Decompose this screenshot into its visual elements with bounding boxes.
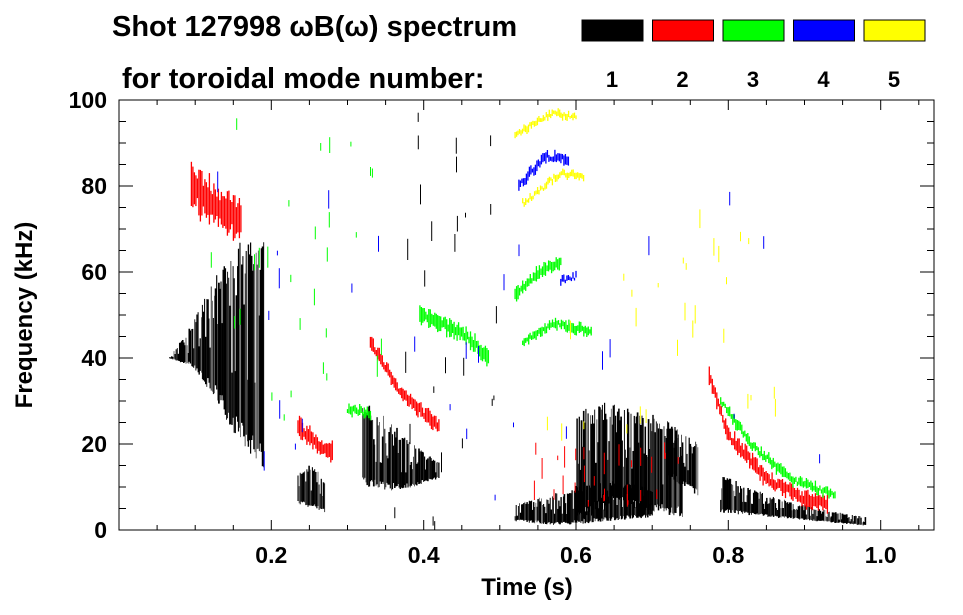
legend-swatch-2 — [652, 19, 714, 42]
series-n5-streaks-3 — [546, 209, 776, 441]
series-n1-band-1 — [169, 242, 265, 468]
series-n1-band-3 — [362, 405, 440, 491]
y-tick-label-0: 0 — [94, 517, 107, 543]
series-n3-streaks-6 — [210, 118, 382, 421]
series-n3 — [210, 118, 836, 499]
chart-title-line1: Shot 127998 ωB(ω) spectrum — [112, 11, 517, 43]
series-n4-curve-2 — [560, 270, 577, 286]
y-tick-label-100: 100 — [69, 87, 107, 113]
legend-swatch-1 — [581, 19, 644, 42]
y-tick-label-60: 60 — [81, 259, 107, 285]
legend-swatch-3 — [722, 19, 785, 42]
legend-label-5: 5 — [888, 67, 900, 92]
x-axis-label: Time (s) — [481, 574, 573, 601]
series-n1 — [169, 112, 867, 530]
series-n1-streaks-8 — [394, 112, 497, 530]
y-tick-label-80: 80 — [81, 173, 107, 199]
plot-data-layer — [169, 108, 867, 530]
legend-label-3: 3 — [747, 67, 759, 92]
legend-label-1: 1 — [606, 67, 618, 92]
series-n5-curve-2 — [522, 168, 585, 207]
series-n3-curve-1 — [419, 305, 490, 367]
series-n3-curve-5 — [720, 397, 836, 499]
x-tick-label-0.2: 0.2 — [255, 542, 287, 568]
series-n1-band-7 — [720, 477, 867, 526]
series-n3-curve-3 — [522, 317, 592, 347]
y-axis-label: Frequency (kHz) — [11, 222, 38, 409]
series-n2 — [190, 161, 829, 514]
series-n2-curve-1 — [190, 161, 242, 241]
series-n3-curve-2 — [514, 257, 562, 302]
legend: 1 2 3 4 5 — [581, 19, 926, 92]
series-n2-curve-2 — [297, 415, 333, 463]
legend-swatch-5 — [863, 19, 926, 42]
x-tick-label-0.4: 0.4 — [408, 542, 440, 568]
series-n4-streaks-3 — [217, 171, 821, 501]
series-n1-band-2 — [297, 465, 326, 513]
series-n2-curve-4 — [708, 366, 829, 514]
series-n1-band-6 — [667, 421, 699, 496]
series-n4 — [217, 149, 821, 501]
series-n5-curve-1 — [514, 108, 577, 139]
series-n5 — [514, 108, 776, 441]
y-tick-label-20: 20 — [81, 431, 107, 457]
chart-title-line2: for toroidal mode number: — [122, 63, 485, 95]
series-n4-curve-1 — [518, 149, 570, 191]
series-n2-streaks-5 — [533, 442, 679, 507]
legend-label-2: 2 — [676, 67, 688, 92]
y-tick-label-40: 40 — [81, 345, 107, 371]
legend-swatch-4 — [793, 19, 855, 42]
axes: 0.2 0.4 0.6 0.8 1.0 0 20 40 60 80 100 — [69, 87, 934, 568]
x-tick-label-0.8: 0.8 — [712, 542, 744, 568]
x-tick-label-0.6: 0.6 — [560, 542, 592, 568]
series-n2-curve-3 — [369, 336, 440, 432]
x-tick-label-1.0: 1.0 — [865, 542, 897, 568]
legend-label-4: 4 — [817, 67, 830, 92]
series-n3-curve-4 — [346, 403, 372, 421]
